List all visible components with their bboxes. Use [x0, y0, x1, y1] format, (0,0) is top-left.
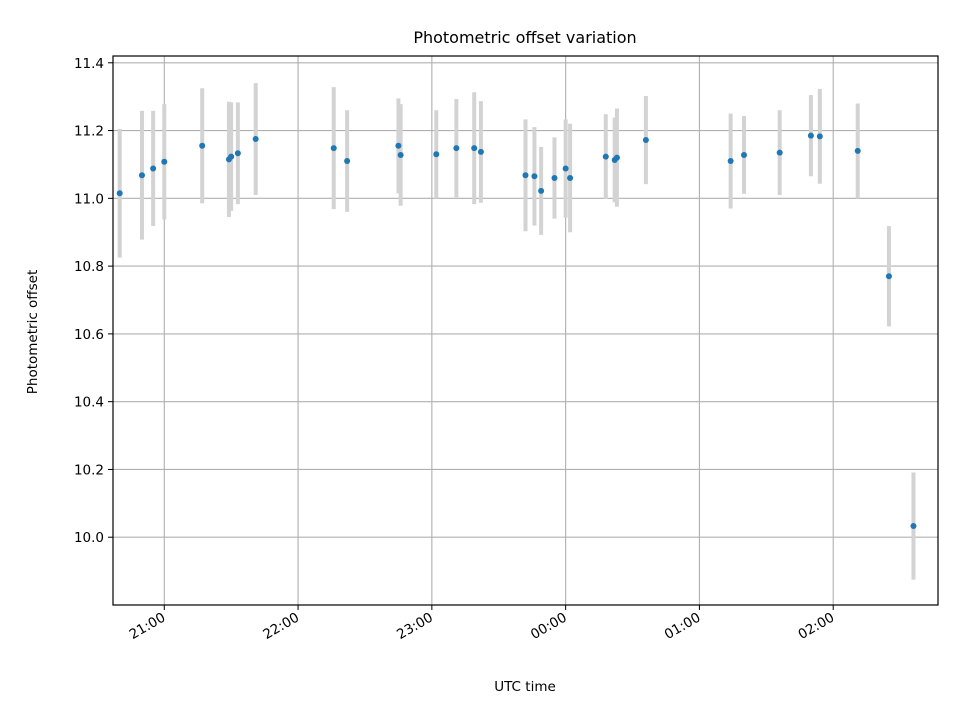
y-tick-label: 10.4: [74, 395, 104, 411]
data-point: [161, 158, 168, 165]
data-point: [776, 149, 783, 156]
data-point: [562, 165, 569, 172]
data-point: [741, 151, 748, 158]
y-axis-label: Photometric offset: [25, 270, 41, 394]
x-axis-label: UTC time: [494, 679, 556, 695]
data-point: [471, 145, 478, 152]
x-tick-label: 02:00: [796, 610, 838, 643]
y-tick-label: 10.2: [74, 462, 104, 478]
data-point: [395, 142, 402, 149]
plot-frame: [112, 55, 939, 606]
x-tick-label: 23:00: [394, 610, 436, 643]
data-point: [551, 175, 558, 181]
data-point: [453, 145, 460, 152]
error-bars: [117, 83, 916, 580]
data-point: [199, 142, 206, 149]
x-tick-label: 00:00: [528, 610, 570, 643]
y-tick-label: 11.0: [74, 191, 104, 207]
data-point: [910, 523, 917, 530]
data-point: [234, 150, 241, 157]
chart-title: Photometric offset variation: [413, 28, 636, 47]
data-point: [150, 165, 157, 172]
y-tick-label: 10.6: [74, 327, 104, 343]
data-point: [531, 173, 538, 180]
y-tick-label: 10.8: [74, 259, 104, 275]
data-point: [477, 148, 484, 155]
data-point: [854, 147, 861, 154]
x-tick-label: 22:00: [260, 610, 302, 643]
data-point: [602, 153, 609, 160]
data-point: [397, 151, 404, 158]
y-tick-label: 11.4: [74, 56, 104, 72]
data-point: [138, 172, 145, 179]
x-tick-label: 01:00: [662, 610, 704, 643]
data-point: [330, 145, 337, 152]
data-point: [727, 158, 734, 165]
y-tick-label: 11.2: [74, 124, 104, 140]
data-point: [642, 137, 649, 144]
data-point: [116, 190, 123, 197]
data-point: [522, 172, 529, 179]
data-points: [116, 132, 917, 530]
data-point: [344, 158, 351, 165]
data-point: [252, 136, 259, 143]
data-point: [885, 273, 892, 280]
data-point: [433, 151, 440, 158]
data-point: [807, 132, 814, 139]
y-tick-label: 10.0: [74, 530, 104, 546]
data-point: [567, 175, 574, 181]
x-tick-label: 21:00: [127, 610, 169, 643]
data-point: [228, 153, 235, 160]
data-point: [538, 187, 545, 194]
data-point: [613, 154, 620, 161]
data-point: [816, 133, 823, 140]
